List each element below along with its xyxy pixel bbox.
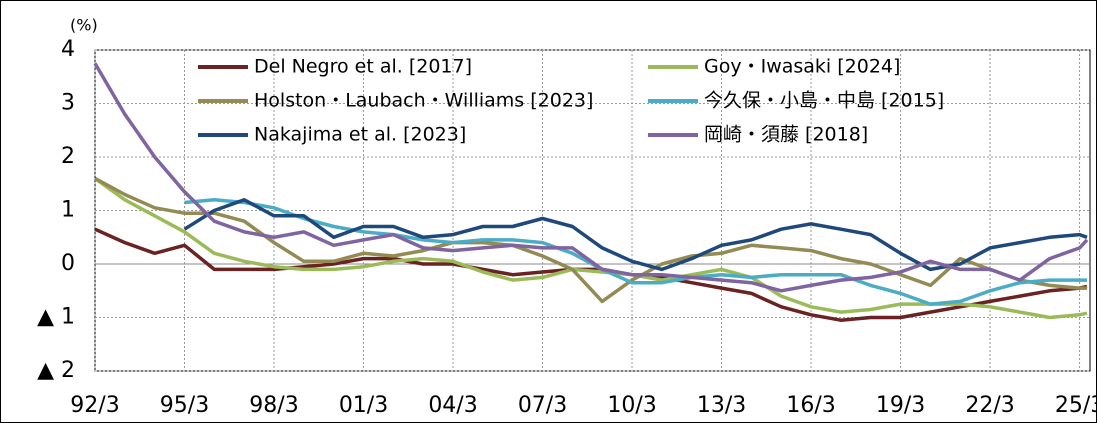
legend-label: Del Negro et al. [2017] bbox=[254, 56, 472, 78]
legend-label: Goy・Iwasaki [2024] bbox=[704, 56, 900, 78]
y-tick-label: 2 bbox=[61, 144, 75, 169]
y-tick-label: ▲ 1 bbox=[37, 305, 75, 330]
legend-label: Holston・Laubach・Williams [2023] bbox=[254, 90, 593, 112]
x-tick-label: 13/3 bbox=[697, 393, 746, 418]
legend-label: Nakajima et al. [2023] bbox=[254, 124, 466, 146]
x-tick-label: 22/3 bbox=[965, 393, 1014, 418]
y-tick-label: 3 bbox=[61, 91, 75, 116]
x-tick-label: 10/3 bbox=[607, 393, 656, 418]
x-tick-label: 16/3 bbox=[786, 393, 835, 418]
series-line bbox=[93, 62, 1089, 293]
legend-label: 今久保・小島・中島 [2015] bbox=[704, 90, 944, 112]
x-tick-label: 92/3 bbox=[70, 393, 119, 418]
y-unit: (%) bbox=[70, 16, 98, 35]
x-tick-label: 07/3 bbox=[518, 393, 567, 418]
x-tick-label: 25/3 bbox=[1055, 393, 1097, 418]
legend-label: 岡崎・須藤 [2018] bbox=[704, 124, 868, 146]
x-tick-label: 98/3 bbox=[249, 393, 298, 418]
x-tick-label: 01/3 bbox=[339, 393, 388, 418]
y-tick-label: ▲ 2 bbox=[37, 358, 75, 383]
x-tick-label: 19/3 bbox=[876, 393, 925, 418]
y-tick-label: 0 bbox=[61, 251, 75, 276]
y-tick-label: 1 bbox=[61, 198, 75, 223]
series-line bbox=[183, 198, 1088, 272]
x-tick-label: 04/3 bbox=[428, 393, 477, 418]
x-tick-label: 95/3 bbox=[160, 393, 209, 418]
series-line bbox=[184, 198, 1087, 306]
y-tick-label: 4 bbox=[61, 37, 75, 62]
